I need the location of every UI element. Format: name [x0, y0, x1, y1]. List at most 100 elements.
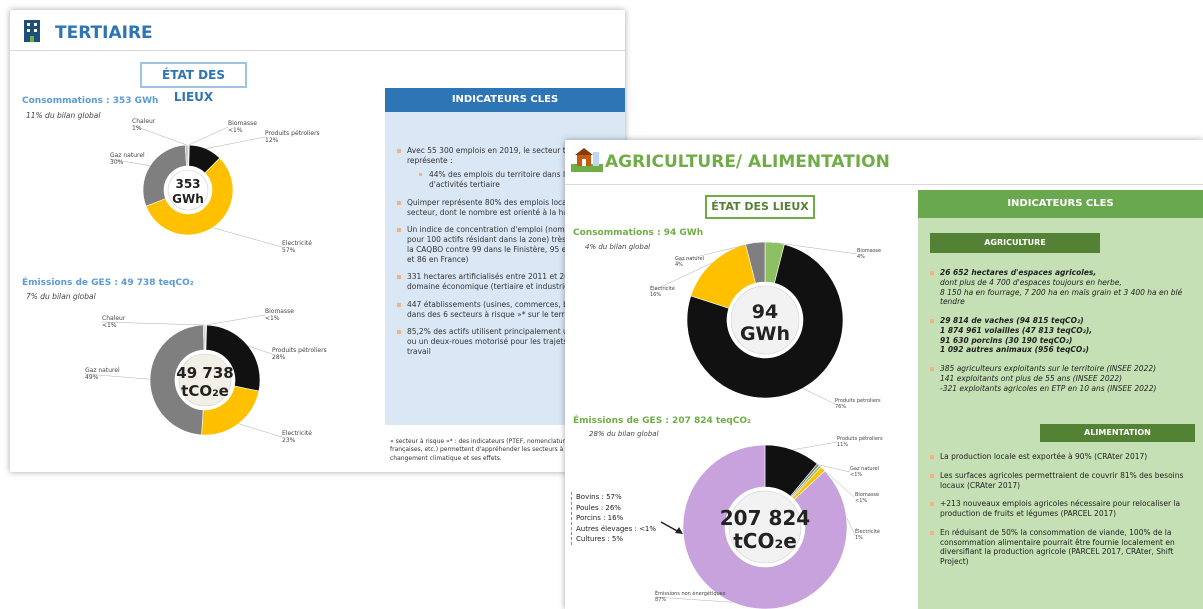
bullet: 85,2% des actifs utilisent principalemen… — [397, 327, 617, 357]
slide-tertiaire: TERTIAIRE ÉTAT DES LIEUX Consommations :… — [10, 10, 625, 472]
section-label: ÉTAT DES LIEUX — [705, 195, 815, 219]
segment-name: Biomasse — [855, 492, 879, 498]
segment-name: Gaz naturel — [85, 367, 120, 374]
bullet-text: Quimper représente 80% des emplois locau… — [407, 197, 588, 217]
indicators-list: Avec 55 300 emplois en 2019, le secteur … — [385, 112, 625, 357]
leader-line — [248, 345, 273, 355]
indicators-title: INDICATEURS CLES — [918, 190, 1203, 218]
slide-title: AGRICULTURE/ ALIMENTATION — [605, 152, 890, 172]
leader-line — [674, 242, 756, 263]
leader-line — [212, 227, 283, 248]
leader-line — [649, 262, 712, 293]
leader-line — [820, 466, 856, 499]
bullet: 29 814 de vaches (94 815 teqCO₂) 1 874 96… — [930, 316, 1196, 355]
bullet-text: Avec 55 300 emplois en 2019, le secteur … — [407, 146, 593, 166]
segment-value: 16% — [650, 292, 661, 298]
consumption-subtitle: 4% du bilan global — [585, 243, 651, 251]
donut-center — [167, 169, 209, 211]
bullet-text: 447 établissements (usines, commerces, b… — [407, 299, 597, 319]
bullet: Un indice de concentration d'emploi (nom… — [397, 225, 617, 266]
bullet: Quimper représente 80% des emplois locau… — [397, 198, 617, 218]
segment-value: 23% — [282, 437, 296, 444]
agriculture-label: AGRICULTURE — [930, 233, 1100, 253]
segment-value: 1% — [132, 125, 142, 132]
segment-value: <1% — [228, 127, 243, 134]
segment-value: <1% — [102, 322, 117, 329]
building-icon — [24, 20, 40, 42]
sub-bullet: 44% des emplois du territoire dans les s… — [407, 170, 617, 190]
donut-segment — [149, 324, 205, 436]
bullet-text: 85,2% des actifs utilisent principalemen… — [407, 326, 606, 356]
leader-line — [802, 388, 836, 405]
footnote: « secteur à risque »* : des indicateurs … — [390, 438, 612, 462]
segment-value: 12% — [265, 137, 279, 144]
segment-name: Gaz naturel — [675, 256, 704, 262]
segment-value: 4% — [675, 262, 683, 268]
segment-value: 49% — [85, 374, 99, 381]
indicators-panel: INDICATEURS CLES AGRICULTURE 26 652 hect… — [918, 190, 1203, 609]
bullet-line: 1 092 autres animaux (956 teqCO₂) — [940, 345, 1089, 355]
segment-name: Électricité — [855, 527, 880, 535]
pointer-arrowhead — [675, 527, 683, 534]
consumption-title: Consommations : 353 GWh — [22, 96, 159, 106]
segment-name: Produits pétroliers — [272, 347, 327, 354]
header-rule — [10, 50, 625, 51]
segment-name: Produits pétroliers — [835, 397, 881, 404]
donut-center — [728, 490, 802, 564]
leader-line — [101, 321, 205, 326]
donut-segment — [745, 241, 766, 284]
breakdown-item: Poules : 26% — [576, 503, 621, 512]
donut-segment — [686, 244, 844, 399]
center-value: 207 824 — [720, 506, 810, 530]
header-rule — [565, 184, 1203, 185]
leader-line — [792, 441, 838, 451]
leader-line — [205, 136, 266, 149]
bullet-line: 29 814 de vaches (94 815 teqCO₂) — [940, 316, 1084, 325]
segment-name: Gaz naturel — [110, 152, 145, 159]
leader-line — [84, 373, 151, 380]
bullet-line: 91 630 porcins (30 190 teqCO₂) — [940, 335, 1073, 345]
bullet: Les surfaces agricoles permettraient de … — [930, 471, 1196, 491]
leader-line — [818, 464, 851, 473]
bullet-line: 385 agriculteurs exploitants sur le terr… — [940, 364, 1157, 373]
leader-line — [774, 242, 858, 255]
slide-title: TERTIAIRE — [55, 23, 153, 43]
bullet: Avec 55 300 emplois en 2019, le secteur … — [397, 146, 617, 191]
slide-agriculture: AGRICULTURE/ ALIMENTATION ÉTAT DES LIEUX… — [565, 140, 1203, 609]
segment-value: 1% — [855, 535, 863, 541]
breakdown-item: Bovins : 57% — [576, 493, 622, 501]
segment-name: Produits pétroliers — [265, 130, 320, 137]
donut-center — [730, 285, 800, 355]
segment-name: Chaleur — [102, 315, 126, 322]
segment-value: 76% — [835, 404, 846, 410]
leader-line — [109, 158, 151, 166]
segment-value: 28% — [272, 354, 286, 361]
center-value: 94 — [752, 301, 778, 323]
segment-name: Émissions non énergétiques — [655, 589, 726, 597]
consumption-subtitle: 11% du bilan global — [26, 111, 101, 120]
bullet-line: dont plus de 4 700 d'espaces toujours en… — [940, 277, 1122, 287]
segment-value: 87% — [655, 597, 666, 603]
emissions-title: Émissions de GES : 49 738 teqCO₂ — [22, 278, 194, 288]
segment-value: 57% — [282, 247, 296, 254]
breakdown-item: Autres élevages : <1% — [576, 524, 657, 533]
bullet-text: 331 hectares artificialisés entre 2011 e… — [407, 272, 608, 292]
emissions-subtitle: 7% du bilan global — [26, 292, 96, 301]
segment-name: Produits pétroliers — [837, 435, 883, 442]
center-value: 353 — [175, 177, 200, 191]
bullet-line: 141 exploitants ont plus de 55 ans (INSE… — [940, 373, 1123, 383]
segment-name: Électricité — [650, 284, 675, 292]
segment-value: 30% — [110, 159, 124, 166]
donut-segment — [682, 444, 848, 609]
breakdown-item: Cultures : 5% — [576, 535, 624, 543]
farm-icon — [571, 148, 603, 172]
segment-name: Biomasse — [228, 120, 257, 127]
bullet: En réduisant de 50% la consommation de v… — [930, 528, 1196, 567]
center-unit: tCO₂e — [733, 529, 797, 553]
segment-value: 4% — [857, 254, 865, 260]
leader-line — [188, 126, 229, 146]
alimentation-label: ALIMENTATION — [1040, 424, 1195, 442]
pointer-arrow — [660, 521, 680, 533]
donut-center — [178, 353, 232, 407]
bullet: +213 nouveaux emplois agricoles nécessai… — [930, 499, 1196, 519]
